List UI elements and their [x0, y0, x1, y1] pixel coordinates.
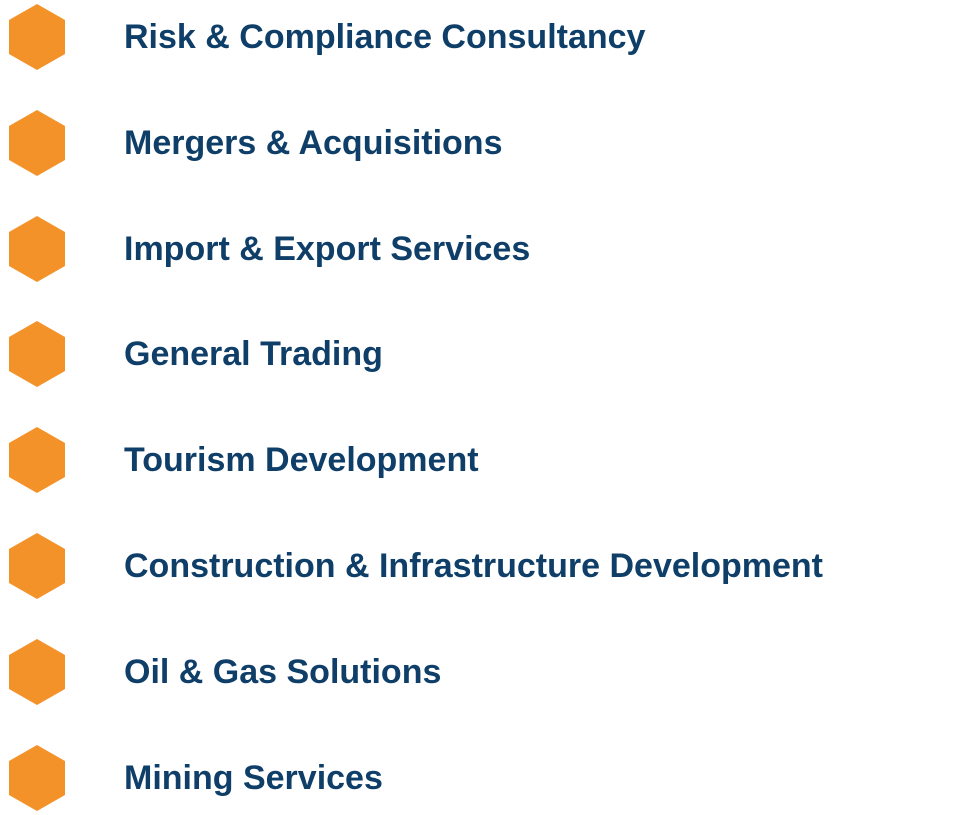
hexagon	[9, 638, 65, 705]
hexagon	[9, 533, 65, 599]
service-label: Oil & Gas Solutions	[124, 652, 442, 691]
service-label: Risk & Compliance Consultancy	[124, 18, 646, 56]
service-item: Mining Services	[0, 741, 959, 815]
service-item: Risk & Compliance Consultancy	[0, 0, 959, 74]
hexagon-icon	[9, 4, 65, 70]
hexagon-icon	[9, 215, 65, 282]
service-item: Oil & Gas Solutions	[0, 635, 959, 709]
service-item: Tourism Development	[0, 423, 959, 497]
hexagon	[9, 427, 65, 494]
hexagon-icon	[9, 638, 65, 705]
hexagon-icon	[9, 744, 65, 811]
hexagon	[9, 215, 65, 282]
hexagon-icon	[9, 321, 65, 388]
service-item: General Trading	[0, 317, 959, 391]
hexagon	[9, 109, 65, 176]
service-item: Construction & Infrastructure Developmen…	[0, 529, 959, 603]
service-label: General Trading	[124, 335, 383, 374]
service-item: Import & Export Services	[0, 212, 959, 286]
service-label: Import & Export Services	[124, 229, 531, 268]
service-label: Tourism Development	[124, 441, 479, 480]
hexagon	[9, 321, 65, 388]
hexagon	[9, 4, 65, 70]
service-item: Mergers & Acquisitions	[0, 106, 959, 180]
hexagon	[9, 744, 65, 811]
service-label: Mergers & Acquisitions	[124, 123, 503, 162]
hexagon-icon	[9, 109, 65, 176]
service-label: Construction & Infrastructure Developmen…	[124, 547, 823, 585]
service-label: Mining Services	[124, 758, 383, 797]
hexagon-icon	[9, 533, 65, 599]
hexagon-icon	[9, 427, 65, 494]
